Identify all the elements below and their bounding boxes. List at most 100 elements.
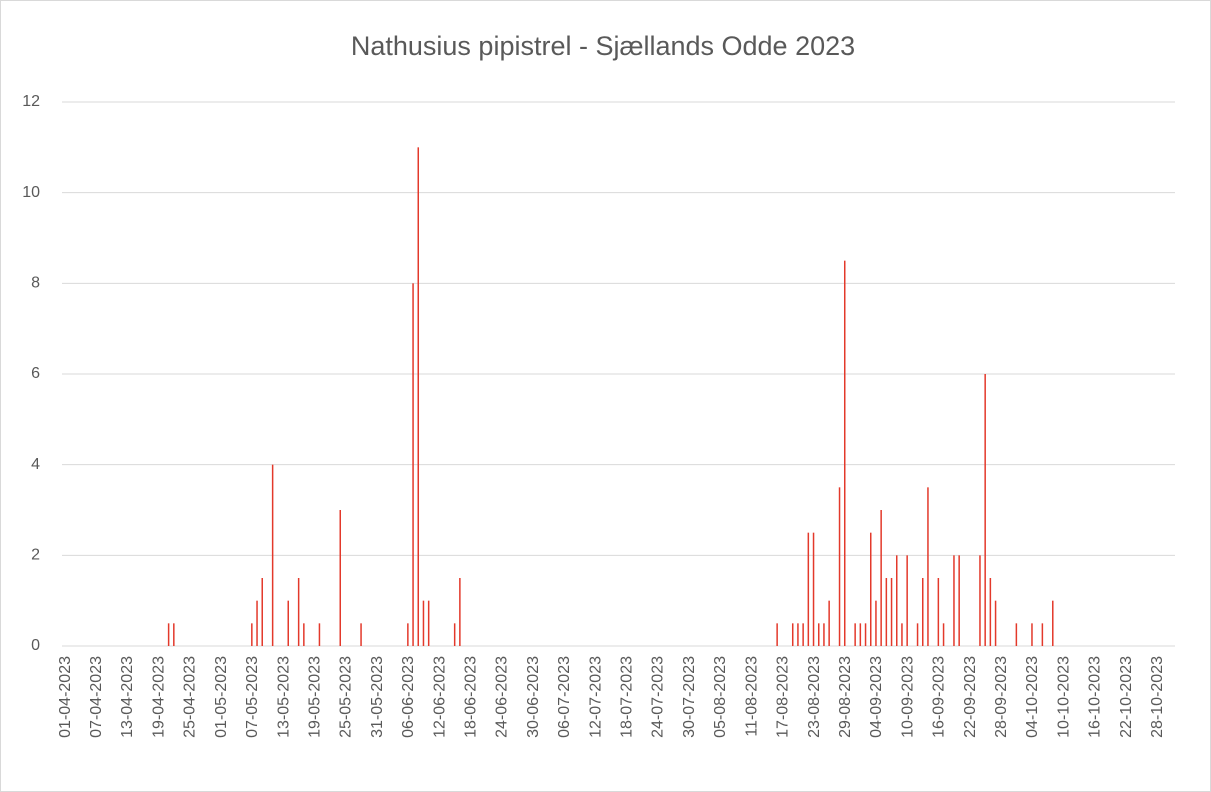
bar: [251, 623, 253, 646]
x-tick-label: 01-04-2023: [57, 656, 74, 738]
x-tick-label: 30-06-2023: [525, 656, 542, 738]
x-tick-label: 17-08-2023: [775, 656, 792, 738]
bar: [854, 623, 856, 646]
y-tick-label: 8: [31, 275, 40, 292]
bar: [817, 623, 820, 646]
bar: [901, 623, 903, 646]
bar: [287, 600, 289, 646]
x-tick-label: 19-05-2023: [306, 656, 323, 738]
bar: [453, 623, 456, 646]
bar: [802, 623, 804, 646]
x-tick-label: 11-08-2023: [743, 656, 760, 737]
x-tick-label: 04-10-2023: [1024, 656, 1041, 738]
bar: [890, 578, 893, 646]
bar: [906, 555, 908, 646]
x-tick-label: 22-09-2023: [962, 656, 979, 738]
x-tick-label: 10-10-2023: [1055, 656, 1072, 738]
x-tick-label: 31-05-2023: [369, 656, 386, 738]
bar: [797, 623, 799, 646]
bar: [422, 600, 425, 646]
x-tick-label: 13-04-2023: [119, 656, 136, 738]
x-tick-label: 23-08-2023: [806, 656, 823, 738]
x-tick-label: 01-05-2023: [213, 656, 230, 738]
bar: [1052, 600, 1054, 646]
x-tick-label: 07-04-2023: [88, 656, 105, 738]
bar: [303, 623, 305, 646]
x-tick-label: 18-06-2023: [462, 656, 479, 738]
x-tick-label: 12-06-2023: [431, 656, 448, 738]
x-tick-label: 25-05-2023: [338, 656, 355, 738]
bar: [297, 578, 300, 646]
bar: [989, 578, 992, 646]
bar: [1015, 623, 1018, 646]
bar: [807, 532, 810, 646]
x-tick-label: 28-10-2023: [1149, 656, 1166, 738]
bar: [859, 623, 862, 646]
x-tick-label: 06-07-2023: [556, 656, 573, 738]
bar: [167, 623, 170, 646]
y-tick-label: 10: [22, 184, 40, 201]
bar: [828, 600, 830, 646]
bar: [937, 578, 940, 646]
y-tick-label: 0: [31, 637, 40, 654]
x-tick-label: 24-07-2023: [650, 656, 667, 738]
bar: [994, 600, 997, 646]
bar: [812, 532, 815, 646]
x-tick-label: 04-09-2023: [868, 656, 885, 738]
bar: [1031, 623, 1033, 646]
x-tick-label: 29-08-2023: [837, 656, 854, 738]
bar: [791, 623, 794, 646]
x-tick-label: 24-06-2023: [494, 656, 511, 738]
bar: [173, 623, 175, 646]
bar: [339, 510, 341, 646]
bar: [979, 555, 981, 646]
x-tick-label: 10-09-2023: [899, 656, 916, 738]
x-tick-label: 07-05-2023: [244, 656, 261, 738]
x-tick-label: 16-09-2023: [931, 656, 948, 738]
bar: [984, 374, 986, 646]
y-tick-label: 4: [31, 456, 40, 473]
x-tick-label: 16-10-2023: [1087, 656, 1104, 738]
bar: [360, 623, 362, 646]
y-tick-label: 12: [22, 93, 40, 110]
bar: [958, 555, 960, 646]
bar: [823, 623, 825, 646]
x-tick-label: 22-10-2023: [1118, 656, 1135, 738]
bar: [916, 623, 919, 646]
bar: [407, 623, 409, 646]
bar: [271, 464, 274, 646]
x-tick-label: 19-04-2023: [150, 656, 167, 738]
bar: [318, 623, 321, 646]
bar: [885, 578, 888, 646]
bar: [880, 510, 882, 646]
bar: [869, 532, 872, 646]
bar: [1041, 623, 1044, 646]
bar: [776, 623, 778, 646]
x-tick-label: 18-07-2023: [619, 656, 636, 738]
chart-title: Nathusius pipistrel - Sjællands Odde 202…: [351, 31, 855, 61]
bar: [953, 555, 955, 646]
y-tick-label: 6: [31, 365, 40, 382]
bar: [927, 487, 929, 646]
bar: [896, 555, 898, 646]
x-tick-label: 30-07-2023: [681, 656, 698, 738]
bar: [412, 283, 414, 646]
x-tick-label: 12-07-2023: [587, 656, 604, 738]
y-tick-label: 2: [31, 547, 40, 564]
bar: [942, 623, 945, 646]
bar: [459, 578, 461, 646]
bar: [838, 487, 841, 646]
bar: [922, 578, 924, 646]
bar: [261, 578, 263, 646]
bar: [427, 600, 430, 646]
x-tick-label: 25-04-2023: [182, 656, 199, 738]
x-tick-label: 05-08-2023: [712, 656, 729, 738]
bar: [843, 260, 846, 646]
bar: [875, 600, 877, 646]
bar: [256, 600, 258, 646]
x-tick-label: 28-09-2023: [993, 656, 1010, 738]
x-tick-label: 13-05-2023: [275, 656, 292, 738]
bar: [864, 623, 867, 646]
